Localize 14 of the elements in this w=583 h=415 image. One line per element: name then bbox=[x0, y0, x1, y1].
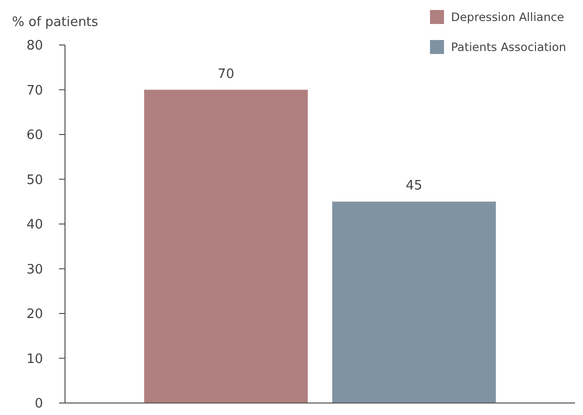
legend-label: Patients Association bbox=[451, 40, 566, 54]
y-tick-label: 50 bbox=[26, 172, 43, 188]
data-label: 45 bbox=[406, 178, 422, 194]
y-tick-label: 30 bbox=[26, 262, 43, 278]
y-tick-label: 0 bbox=[34, 396, 43, 412]
y-tick-label: 70 bbox=[26, 83, 43, 98]
y-tick-label: 20 bbox=[26, 307, 43, 322]
y-tick-label: 60 bbox=[26, 128, 43, 144]
data-label: 70 bbox=[218, 66, 234, 82]
y-tick-label: 40 bbox=[26, 218, 43, 233]
y-tick-label: 80 bbox=[26, 38, 43, 54]
y-tick-label: 10 bbox=[26, 352, 43, 367]
y-axis-title: % of patients bbox=[12, 15, 98, 30]
legend-label: Depression Alliance bbox=[451, 10, 564, 24]
